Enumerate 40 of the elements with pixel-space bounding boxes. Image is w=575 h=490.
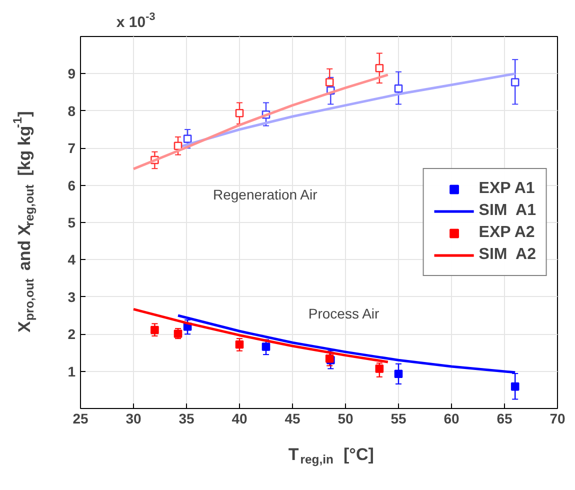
line-series xyxy=(132,74,390,170)
point xyxy=(375,64,384,72)
x-tick-label: 70 xyxy=(550,410,566,426)
x-tick-label: 30 xyxy=(126,410,142,426)
point xyxy=(375,364,384,373)
legend-label: SIM A1 xyxy=(478,202,536,220)
point xyxy=(262,342,270,351)
legend-label: SIM A2 xyxy=(478,246,536,264)
legend-label: EXP A2 xyxy=(478,224,535,242)
x-tick-label: 40 xyxy=(232,410,248,426)
point xyxy=(174,330,182,338)
x-tick-label: 60 xyxy=(444,410,460,426)
y-tick-label: 6 xyxy=(68,177,76,194)
point xyxy=(183,134,192,143)
legend-label: EXP A1 xyxy=(478,180,535,198)
y-tick-label: 9 xyxy=(68,66,76,82)
point xyxy=(235,340,244,349)
point xyxy=(394,370,403,378)
point xyxy=(510,382,520,391)
point xyxy=(394,84,403,93)
point xyxy=(174,142,182,150)
x-tick-label: 50 xyxy=(338,410,354,426)
y-tick-label: 8 xyxy=(68,102,76,119)
y-tick-label: 3 xyxy=(68,288,76,305)
annotation: Process Air xyxy=(308,306,380,322)
x-tick-label: 35 xyxy=(178,410,194,426)
y-tick-label: 1 xyxy=(68,363,76,380)
x-tick-label: 65 xyxy=(496,410,512,426)
x-tick-label: 25 xyxy=(72,410,88,426)
y-tick-label: 2 xyxy=(68,326,76,342)
y-axis-title: Xpro,out and Xreg,out [kg kg-1] xyxy=(10,111,37,332)
x-tick-label: 45 xyxy=(284,410,300,426)
point xyxy=(235,108,244,118)
y-tick-label: 4 xyxy=(68,252,76,268)
y-tick-label: 7 xyxy=(68,140,76,156)
x-tick-label: 55 xyxy=(390,410,406,426)
y-tick-label: 5 xyxy=(68,214,76,230)
point xyxy=(510,78,520,86)
annotation: Regeneration Air xyxy=(213,186,318,203)
point xyxy=(150,326,159,334)
